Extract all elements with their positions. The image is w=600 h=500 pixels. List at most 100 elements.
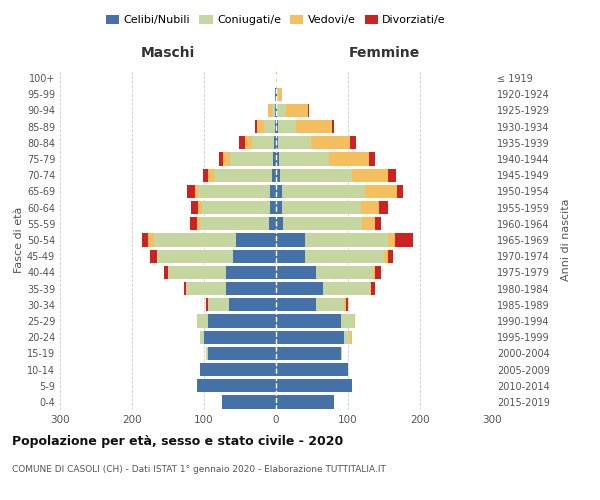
Bar (332, 120, 334, 134)
Bar (197, 314, 208, 328)
Bar (286, 104, 308, 117)
Bar (276, 396, 334, 408)
Bar (276, 168, 280, 182)
Bar (272, 104, 275, 117)
Bar (275, 104, 276, 117)
Y-axis label: Anni di nascita: Anni di nascita (561, 198, 571, 281)
Bar (219, 152, 223, 166)
Bar (276, 330, 344, 344)
Bar (272, 168, 276, 182)
Bar (275, 120, 276, 134)
Bar (276, 379, 352, 392)
Bar (341, 314, 354, 328)
Bar (276, 136, 278, 149)
Bar (197, 379, 276, 392)
Bar (344, 330, 350, 344)
Bar (308, 104, 309, 117)
Bar (273, 152, 276, 166)
Bar (198, 201, 202, 214)
Bar (168, 266, 226, 279)
Bar (311, 136, 350, 149)
Bar (257, 120, 264, 134)
Bar (186, 282, 226, 295)
Bar (277, 104, 286, 117)
Bar (376, 217, 381, 230)
Bar (276, 72, 277, 85)
Bar (370, 282, 371, 295)
Bar (344, 298, 346, 312)
Bar (255, 120, 257, 134)
Bar (275, 88, 276, 101)
Bar (208, 314, 276, 328)
Bar (350, 330, 352, 344)
Bar (276, 346, 341, 360)
Bar (373, 266, 376, 279)
Bar (278, 136, 311, 149)
Bar (296, 120, 332, 134)
Bar (362, 217, 376, 230)
Text: Femmine: Femmine (349, 46, 419, 60)
Bar (365, 185, 397, 198)
Bar (150, 250, 157, 263)
Bar (226, 282, 276, 295)
Bar (268, 104, 272, 117)
Bar (245, 136, 252, 149)
Bar (276, 217, 283, 230)
Bar (229, 298, 276, 312)
Bar (279, 152, 329, 166)
Bar (230, 152, 273, 166)
Bar (276, 234, 305, 246)
Bar (194, 185, 198, 198)
Bar (352, 168, 388, 182)
Bar (270, 201, 276, 214)
Bar (239, 136, 245, 149)
Bar (276, 298, 316, 312)
Bar (316, 266, 373, 279)
Bar (369, 152, 374, 166)
Bar (154, 234, 236, 246)
Bar (316, 298, 344, 312)
Bar (354, 314, 355, 328)
Bar (388, 250, 394, 263)
Text: Maschi: Maschi (141, 46, 195, 60)
Bar (200, 217, 269, 230)
Bar (190, 217, 197, 230)
Bar (329, 152, 369, 166)
Bar (197, 217, 200, 230)
Bar (252, 136, 274, 149)
Bar (142, 234, 148, 246)
Bar (226, 266, 276, 279)
Bar (202, 201, 270, 214)
Bar (278, 88, 282, 101)
Bar (282, 185, 365, 198)
Bar (198, 185, 270, 198)
Bar (157, 250, 233, 263)
Bar (276, 104, 277, 117)
Bar (236, 234, 276, 246)
Bar (350, 136, 356, 149)
Bar (276, 314, 341, 328)
Bar (361, 201, 379, 214)
Bar (282, 201, 361, 214)
Bar (276, 250, 305, 263)
Bar (208, 346, 276, 360)
Bar (283, 217, 362, 230)
Bar (397, 185, 403, 198)
Bar (341, 346, 342, 360)
Bar (204, 330, 276, 344)
Bar (395, 234, 413, 246)
Bar (264, 120, 275, 134)
Bar (276, 88, 277, 101)
Bar (323, 282, 370, 295)
Bar (371, 282, 374, 295)
Bar (200, 330, 204, 344)
Bar (305, 250, 384, 263)
Bar (276, 282, 323, 295)
Bar (346, 298, 348, 312)
Bar (274, 136, 276, 149)
Bar (280, 168, 352, 182)
Bar (379, 201, 388, 214)
Bar (206, 346, 208, 360)
Bar (276, 120, 278, 134)
Bar (164, 266, 168, 279)
